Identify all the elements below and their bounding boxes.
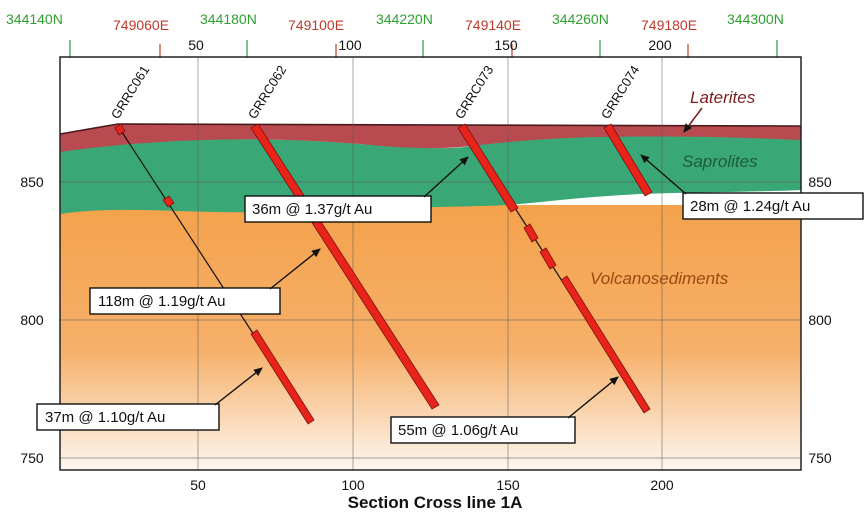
right-tick-label: 750 — [808, 450, 832, 466]
grid-lines — [60, 57, 801, 470]
intercept-segment — [162, 195, 175, 208]
coordinate-ticks — [69, 40, 778, 58]
drillhole-label: GRRC074 — [598, 63, 642, 122]
northing-label: 344140N — [6, 11, 63, 27]
easting-labels: 749060E 749100E 749140E 749180E — [113, 17, 697, 33]
intercept-segment — [250, 123, 440, 410]
laterite-top-line — [59, 123, 802, 135]
easting-label: 749180E — [641, 17, 697, 33]
intercept-callout: 28m @ 1.24g/t Au — [640, 154, 864, 220]
intercept-segment — [539, 247, 557, 270]
intercept-callout: 118m @ 1.19g/t Au — [89, 248, 321, 315]
laterites-arrow — [683, 107, 703, 133]
bottom-tick-label: 200 — [650, 477, 674, 493]
easting-label: 749100E — [288, 17, 344, 33]
intercept-segments — [114, 123, 653, 425]
drillhole-label: GRRC062 — [245, 63, 289, 122]
drillhole-label: GRRC061 — [108, 63, 152, 122]
intercept-segment — [250, 329, 315, 425]
intercept-callout: 37m @ 1.10g/t Au — [36, 367, 263, 431]
intercept-segment — [603, 123, 653, 197]
top-tick-label: 200 — [648, 37, 672, 53]
top-tick-label: 100 — [338, 37, 362, 53]
plot-frame — [59, 56, 802, 471]
section-caption: Section Cross line 1A — [348, 493, 523, 512]
northing-labels: 344140N 344180N 344220N 344260N 344300N — [6, 11, 784, 27]
left-tick-label: 750 — [20, 450, 44, 466]
saprolite-layer — [60, 134, 801, 214]
intercept-callout: 55m @ 1.06g/t Au — [390, 376, 619, 444]
top-tick-label: 50 — [188, 37, 204, 53]
intercept-label: 118m @ 1.19g/t Au — [98, 293, 226, 310]
bottom-tick-label: 150 — [496, 477, 520, 493]
intercept-callout: 36m @ 1.37g/t Au — [244, 156, 469, 223]
intercept-segment — [560, 275, 651, 414]
bottom-tick-label: 50 — [190, 477, 206, 493]
easting-label: 749060E — [113, 17, 169, 33]
drillhole-label: GRRC073 — [452, 63, 496, 122]
intercept-label: 36m @ 1.37g/t Au — [252, 201, 372, 218]
left-tick-label: 800 — [20, 312, 44, 328]
laterite-layer — [60, 124, 801, 152]
intercept-segment — [523, 223, 539, 243]
northing-label: 344300N — [727, 11, 784, 27]
intercept-label: 37m @ 1.10g/t Au — [45, 409, 165, 426]
right-tick-label: 850 — [808, 174, 832, 190]
top-tick-label: 150 — [494, 37, 518, 53]
easting-label: 749140E — [465, 17, 521, 33]
intercept-segment — [114, 123, 126, 136]
northing-label: 344220N — [376, 11, 433, 27]
intercept-label: 55m @ 1.06g/t Au — [398, 422, 518, 439]
right-tick-label: 800 — [808, 312, 832, 328]
saprolites-label: Saprolites — [682, 152, 758, 171]
laterites-label: Laterites — [690, 88, 756, 107]
intercept-label: 28m @ 1.24g/t Au — [690, 198, 810, 215]
volcanosediments-label: Volcanosediments — [590, 269, 729, 288]
northing-label: 344180N — [200, 11, 257, 27]
bottom-tick-label: 100 — [341, 477, 365, 493]
northing-label: 344260N — [552, 11, 609, 27]
intercept-segment — [457, 123, 519, 213]
left-tick-label: 850 — [20, 174, 44, 190]
